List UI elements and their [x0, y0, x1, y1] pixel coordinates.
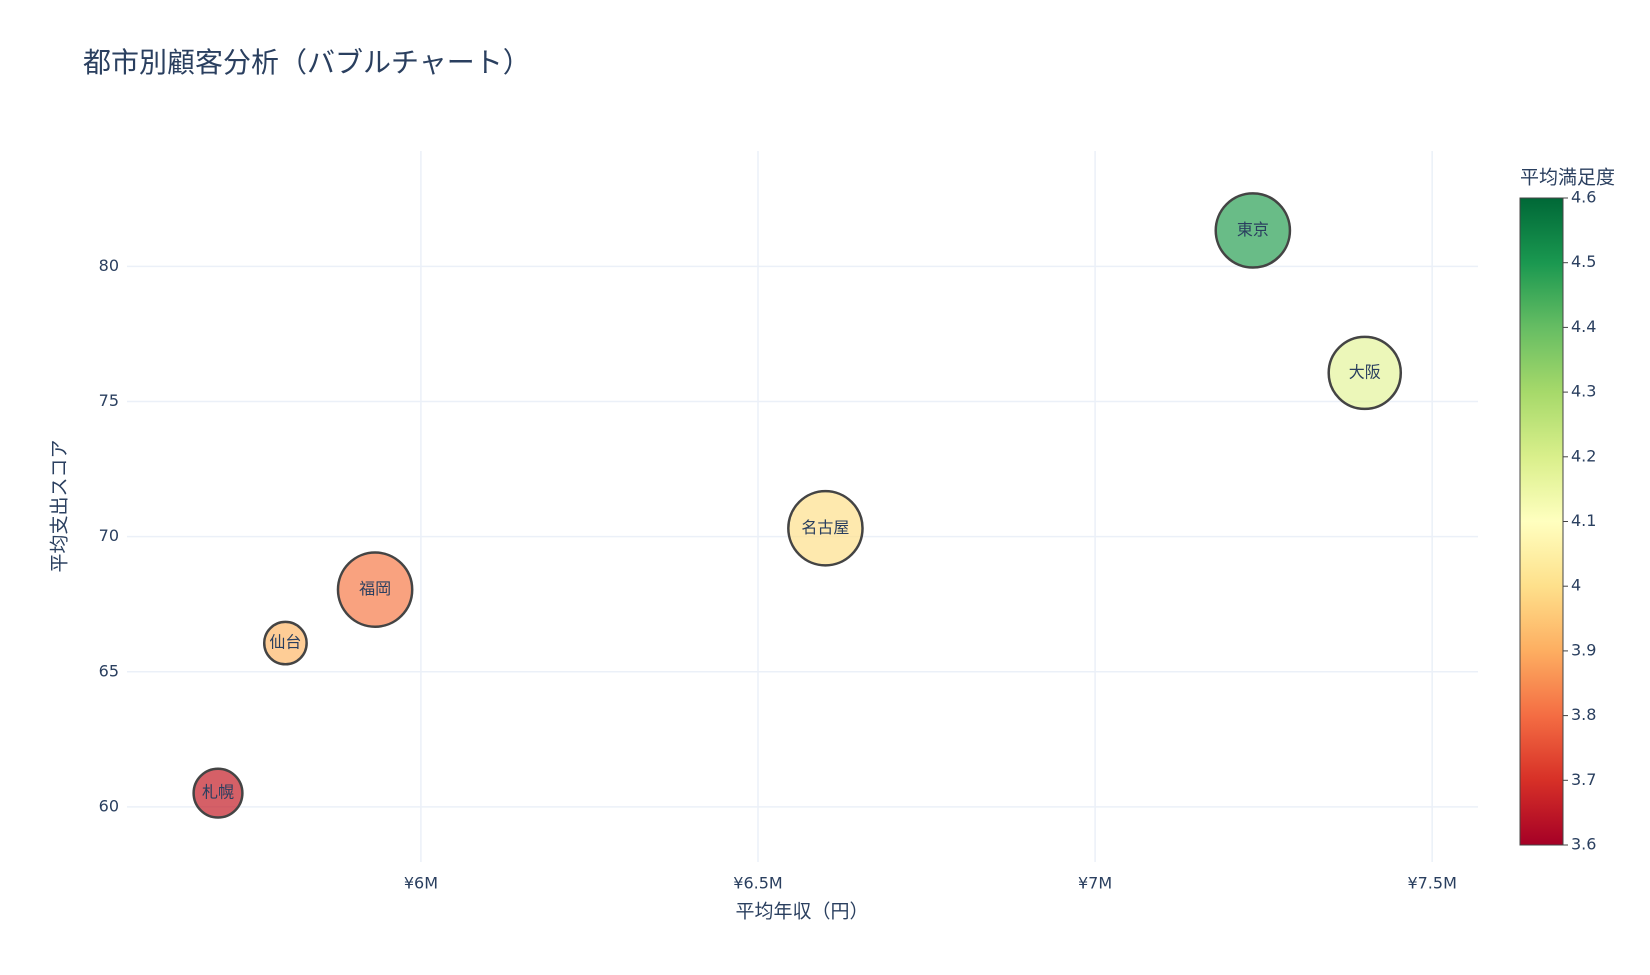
bubble-label: 東京 [1237, 220, 1269, 239]
chart-title: 都市別顧客分析（バブルチャート） [83, 46, 531, 79]
y-tick-label: 80 [99, 256, 119, 275]
x-tick-label: ¥7.5M [1407, 874, 1456, 893]
colorbar-tick-label: 3.8 [1571, 705, 1596, 724]
colorbar-tick-label: 4 [1571, 576, 1581, 595]
bubble-label: 大阪 [1349, 362, 1381, 381]
colorbar-tick-label: 4.1 [1571, 511, 1596, 530]
y-tick-label: 65 [99, 661, 119, 680]
colorbar-tick-label: 3.9 [1571, 640, 1596, 659]
bubble [336, 551, 414, 628]
bubble [262, 620, 308, 666]
y-axis-title: 平均支出スコア [49, 439, 71, 572]
colorbar-title: 平均満足度 [1520, 167, 1615, 189]
x-tick-label: ¥6M [404, 874, 438, 893]
y-tick-label: 75 [99, 391, 119, 410]
bubble-label: 仙台 [269, 633, 301, 652]
bubble [1214, 192, 1292, 269]
colorbar-tick-label: 3.7 [1571, 770, 1596, 789]
y-tick-label: 70 [99, 526, 119, 545]
x-tick-label: ¥6.5M [733, 874, 782, 893]
x-tick-label: ¥7M [1078, 874, 1112, 893]
colorbar-tick-label: 4.3 [1571, 382, 1596, 401]
colorbar-tick-label: 4.5 [1571, 252, 1596, 271]
bubble [192, 767, 244, 819]
x-axis-title: 平均年収（円） [735, 901, 868, 923]
y-tick-label: 60 [99, 796, 119, 815]
colorbar-tick-label: 3.6 [1571, 835, 1596, 854]
bubble-label: 福岡 [359, 579, 391, 598]
bubble [1327, 335, 1403, 411]
colorbar-tick-label: 4.4 [1571, 317, 1596, 336]
colorbar-tick-label: 4.2 [1571, 446, 1596, 465]
bubble-label: 札幌 [202, 783, 234, 802]
colorbar [1519, 197, 1564, 846]
bubble-label: 名古屋 [801, 518, 849, 537]
bubble [787, 489, 864, 567]
colorbar-tick-label: 4.6 [1571, 188, 1596, 207]
